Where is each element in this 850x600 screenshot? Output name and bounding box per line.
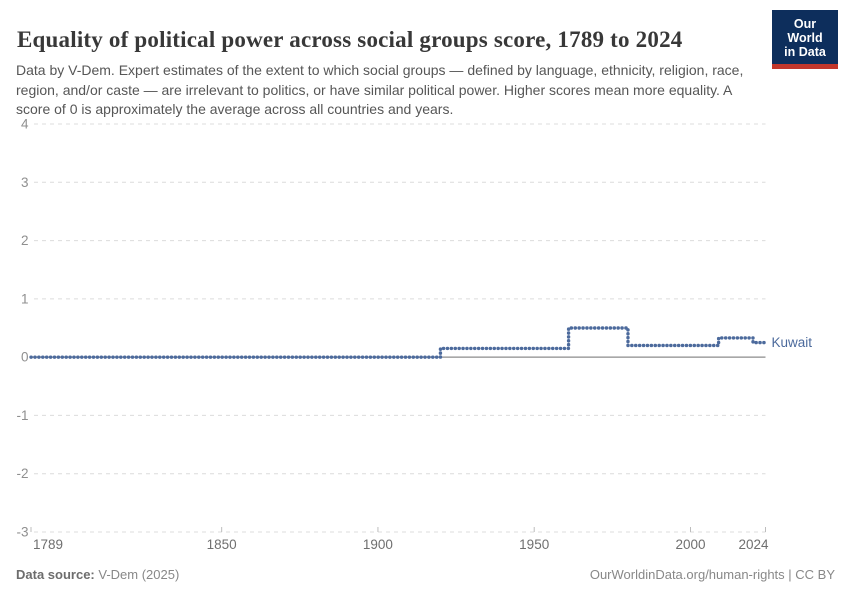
x-tick-label: 1850 (207, 537, 237, 552)
x-tick-label: 1950 (519, 537, 549, 552)
series-label-kuwait[interactable]: Kuwait (772, 335, 813, 350)
owid-logo-line1: Our World (787, 17, 823, 45)
series-line-kuwait[interactable] (29, 326, 768, 359)
chart-subtitle: Data by V-Dem. Expert estimates of the e… (16, 62, 744, 117)
y-tick-label: -1 (16, 408, 28, 423)
data-source-note: Data source: V-Dem (2025) (16, 567, 179, 582)
y-tick-label: -2 (16, 466, 28, 481)
owid-logo-line2: in Data (784, 45, 826, 59)
owid-logo[interactable]: Our World in Data (772, 10, 838, 69)
y-tick-label: 3 (21, 175, 29, 190)
x-tick-label: 2000 (675, 537, 705, 552)
chart-title: Equality of political power across socia… (17, 27, 683, 53)
x-tick-label: 1900 (363, 537, 393, 552)
credit-link[interactable]: OurWorldinData.org/human-rights | CC BY (589, 567, 835, 582)
y-tick-label: 0 (21, 350, 29, 365)
y-tick-label: 2 (21, 233, 29, 248)
x-axis: 1789 1850 1900 1950 2000 2024 (30, 527, 769, 552)
y-tick-label: 4 (21, 117, 29, 132)
x-tick-label: 2024 (738, 537, 769, 552)
data-source-label: Data source: (16, 567, 95, 582)
y-axis: 4 3 2 1 0 -1 -2 -3 (16, 117, 766, 540)
y-tick-label: -3 (16, 525, 28, 540)
y-tick-label: 1 (21, 291, 29, 306)
data-source-value: V-Dem (2025) (94, 567, 180, 582)
x-tick-label: 1789 (33, 537, 63, 552)
